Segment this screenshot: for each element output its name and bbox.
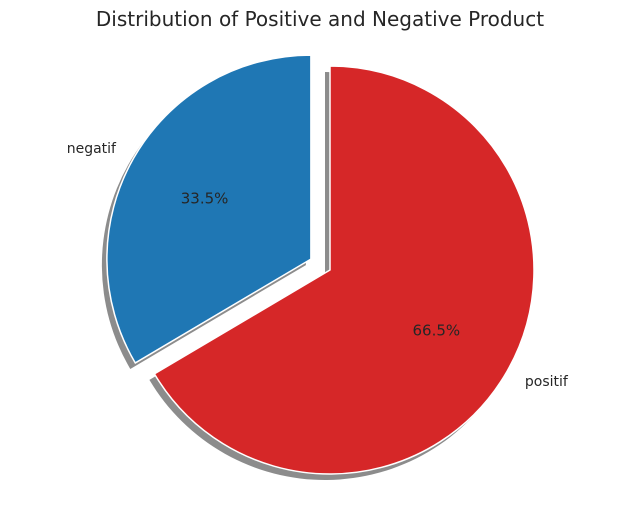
slice-negatif bbox=[106, 54, 312, 364]
slice-label-positif: positif bbox=[525, 374, 569, 390]
chart-title: Distribution of Positive and Negative Pr… bbox=[96, 7, 544, 31]
slice-layer bbox=[106, 54, 535, 475]
slice-positif bbox=[153, 65, 535, 475]
slice-percent-negatif: 33.5% bbox=[181, 189, 229, 207]
slice-label-negatif: negatif bbox=[67, 141, 117, 157]
slice-percent-positif: 66.5% bbox=[412, 322, 460, 340]
